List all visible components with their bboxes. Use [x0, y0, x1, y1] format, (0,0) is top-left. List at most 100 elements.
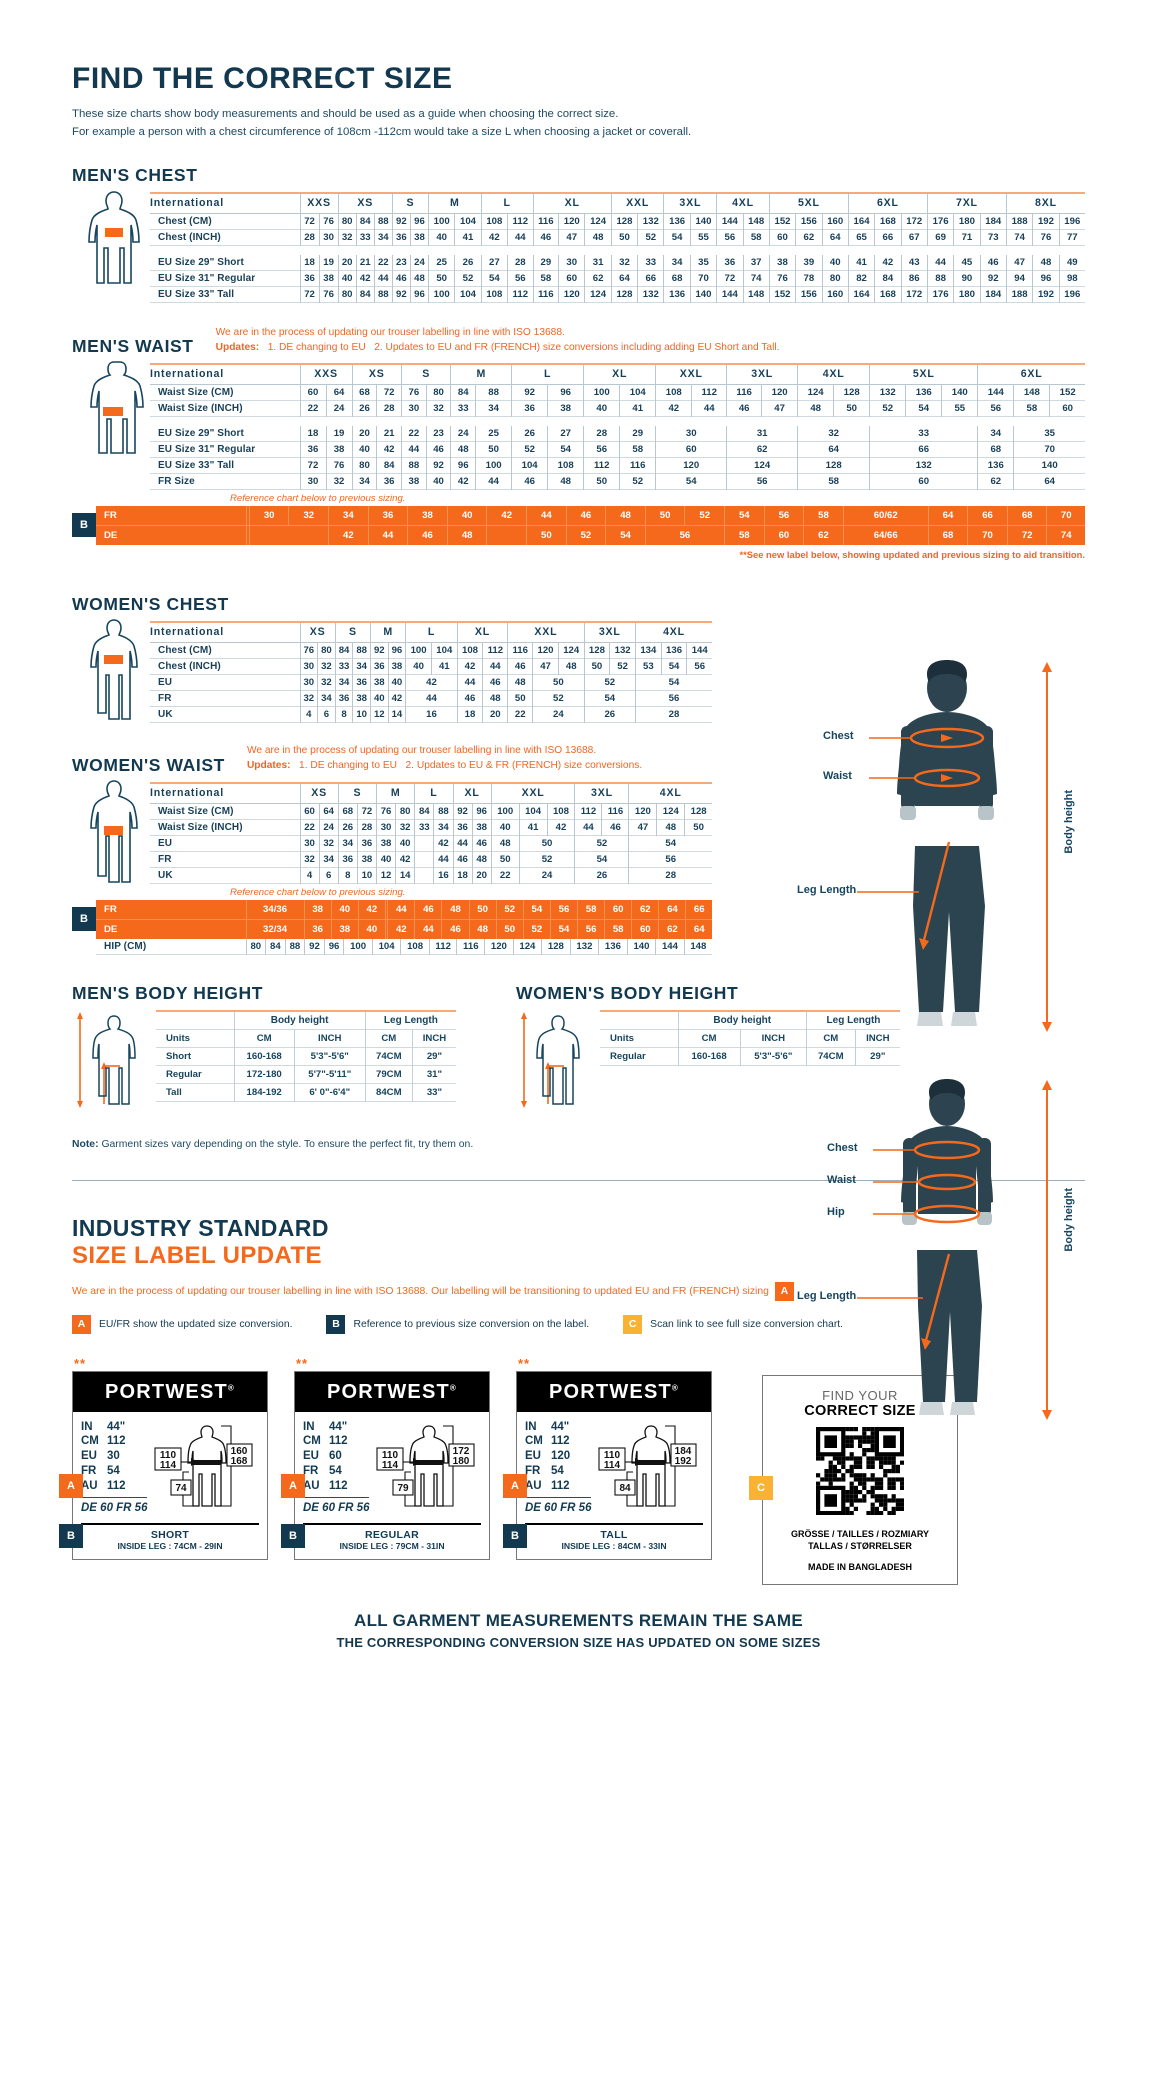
cell: 48 [584, 229, 612, 246]
label-figure: 110 114 184 192 84 [595, 1420, 699, 1517]
spec-value: 112 [329, 1435, 348, 1448]
cell: 42 [655, 400, 692, 417]
womens-waist-table: International XS S M L XL XXL 3XL 4XL Waist Size… [150, 782, 712, 884]
cell: 48 [441, 899, 470, 920]
cell: 80 [351, 457, 377, 474]
cell: 4 [299, 706, 318, 723]
cell: 48 [409, 270, 429, 287]
cell: 72 [716, 270, 743, 287]
womens-height-figure [516, 1010, 600, 1115]
row-label: EU Size 29" Short [158, 256, 244, 268]
cell: 104 [511, 457, 548, 474]
cell: 66 [637, 270, 664, 287]
cell: 74 [1046, 524, 1085, 545]
cell: 82 [847, 270, 875, 287]
cell: 60/62 [842, 505, 929, 526]
cell: 32 [288, 505, 329, 526]
cell: 52 [869, 400, 906, 417]
cell: 136 [663, 213, 691, 230]
womens-hip-body: HIP (CM) 80 84 88 92 96 100 104 108 112 116 120 124 1… [96, 938, 712, 955]
cell: 96 [547, 384, 584, 401]
cell: 40 [337, 270, 357, 287]
cell: 44 [526, 505, 567, 526]
size-header-3xl: 3XL [663, 193, 717, 215]
svg-text:192: 192 [675, 1456, 692, 1467]
cell: 64 [658, 899, 686, 920]
cell [414, 851, 434, 868]
label-body-height-female: Body height [1063, 1188, 1075, 1252]
cell: 47 [558, 229, 585, 246]
cell: 48 [446, 524, 487, 545]
table-row: Chest (INCH) 28 30 32 33 34 36 38 40 41 42 44 46 47 48… [150, 229, 1085, 246]
bottom-cta: ALL GARMENT MEASUREMENTS REMAIN THE SAME… [72, 1611, 1085, 1650]
cell: 100 [405, 642, 432, 659]
cell: 44 [405, 690, 458, 707]
cell: 148 [742, 286, 770, 303]
table-row: FR Size 30 32 34 36 38 40 42 44 46 48 50 52 54 56 58 60 6… [150, 473, 1085, 490]
mens-chest-title: MEN'S CHEST [72, 165, 198, 186]
cell: 55 [689, 229, 717, 246]
cell: 164 [847, 213, 875, 230]
row-label: Chest (CM) [158, 644, 212, 656]
cell: 88 [352, 642, 371, 659]
cell: 96 [1032, 270, 1060, 287]
cell: 33 [355, 229, 375, 246]
cell: 40 [427, 229, 455, 246]
row-label: FR Size [158, 475, 195, 487]
cell: 32 [317, 674, 336, 691]
bh-units-header: Units CM INCH CM INCH [600, 1029, 900, 1048]
cell: 42 [450, 473, 476, 490]
cell: 68 [1006, 505, 1047, 526]
size-header-7xl: 7XL [926, 193, 1007, 215]
cell: 72 [1006, 524, 1047, 545]
cell: 88 [926, 270, 954, 287]
cell: 36 [337, 851, 358, 868]
cell: 60 [631, 918, 659, 939]
cell: 52 [609, 658, 636, 675]
size-header-xl: XL [532, 193, 612, 215]
cell: 52 [522, 918, 551, 939]
legend-text-a: EU/FR show the updated size conversion. [99, 1318, 293, 1330]
cell: 48 [482, 690, 508, 707]
cell: 92 [370, 642, 389, 659]
cell: 92 [979, 270, 1007, 287]
svg-text:114: 114 [382, 1460, 399, 1471]
cell: 52 [637, 229, 664, 246]
label-hip-female: Hip [827, 1206, 845, 1218]
womens-waist-updates: We are in the process of updating our tr… [247, 743, 642, 776]
svg-text:84: 84 [620, 1483, 632, 1494]
cell: 23 [391, 254, 411, 271]
qr-code-icon[interactable] [815, 1426, 905, 1515]
cell: 35 [1013, 425, 1085, 442]
cell: 140 [689, 286, 717, 303]
cell: 48 [471, 851, 492, 868]
spec-divider [81, 1497, 148, 1499]
cell: 30 [299, 658, 318, 675]
cell: 64 [318, 803, 339, 820]
cell: 86 [900, 270, 928, 287]
industry-legend: A EU/FR show the updated size conversion… [72, 1314, 1085, 1334]
cell: 34/36 [245, 899, 305, 920]
size-header-3xl: 3XL [726, 364, 798, 386]
brand-name: PORTWEST® [326, 1380, 458, 1403]
table-row: FR 30 32 34 36 38 40 42 44 46 48 50 52 54 56 58 60/62 64 6… [96, 505, 1085, 526]
cell: 120 [484, 938, 514, 955]
label-waist-male: Waist [823, 770, 852, 782]
cell: 34 [352, 658, 371, 675]
cell: 42 [357, 899, 386, 920]
cell: 176 [926, 213, 954, 230]
bh-cell: 29" [854, 1047, 900, 1066]
cell: 42 [328, 524, 369, 545]
bh-row-label: Regular [166, 1068, 202, 1080]
cell: 94 [1005, 270, 1033, 287]
cell: 6 [318, 867, 339, 884]
spec-line-eu: EU 30 [81, 1449, 147, 1464]
size-header-xxs: XXS [299, 193, 339, 215]
cell: 52 [684, 505, 725, 526]
size-header-5xl: 5XL [869, 364, 978, 386]
updates-label: Updates: [215, 342, 260, 354]
cell [414, 867, 434, 884]
fit-note: Note: Garment sizes vary depending on th… [72, 1139, 1085, 1150]
bh-cell: 160-168 [233, 1047, 295, 1066]
cell: 32 [318, 835, 339, 852]
